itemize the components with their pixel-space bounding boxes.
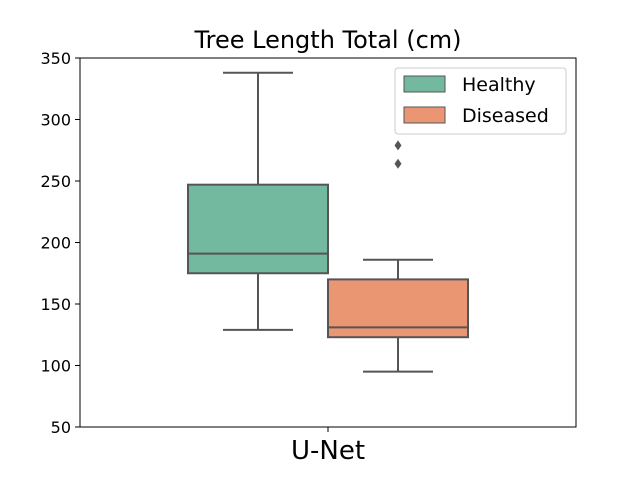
- box-healthy: [187, 71, 329, 331]
- legend-swatch: [403, 106, 446, 124]
- box-iqr: [327, 278, 469, 339]
- legend: Healthy Diseased: [394, 67, 567, 135]
- x-tick-label: U-Net: [291, 436, 365, 466]
- plot-area: 50 100 150 200 250 300 350 U-Net: [40, 49, 577, 466]
- legend-label: Diseased: [462, 105, 549, 127]
- box-iqr: [187, 183, 329, 275]
- y-tick-label: 150: [40, 295, 71, 314]
- y-tick-label: 350: [40, 49, 71, 68]
- y-tick-label: 200: [40, 234, 71, 253]
- legend-label: Healthy: [462, 74, 536, 96]
- outlier-point: [394, 140, 402, 151]
- chart-title: Tree Length Total (cm): [193, 26, 461, 54]
- outlier-point: [394, 158, 402, 169]
- y-tick-label: 250: [40, 172, 71, 191]
- legend-swatch: [403, 75, 446, 93]
- y-tick-label: 300: [40, 111, 71, 130]
- y-tick-label: 100: [40, 357, 71, 376]
- y-tick-label: 50: [51, 418, 71, 437]
- box-diseased: [327, 140, 469, 373]
